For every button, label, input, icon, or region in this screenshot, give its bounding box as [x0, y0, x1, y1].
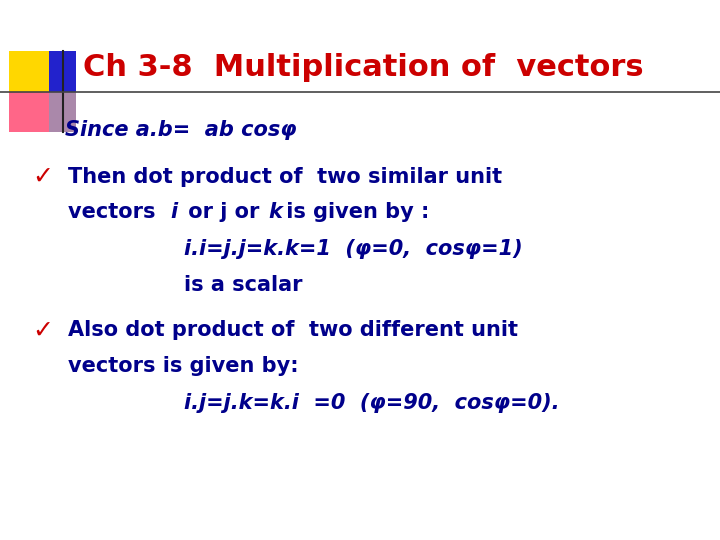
Text: is a scalar: is a scalar	[184, 274, 302, 295]
Text: is given by :: is given by :	[279, 201, 430, 222]
Text: or j or: or j or	[181, 201, 267, 222]
Text: Then dot product of  two similar unit: Then dot product of two similar unit	[68, 167, 503, 187]
Bar	[49, 51, 76, 92]
Text: ✓: ✓	[32, 319, 53, 342]
Text: Since a.b=  ab cosφ: Since a.b= ab cosφ	[65, 119, 297, 140]
Text: vectors is given by:: vectors is given by:	[68, 355, 299, 376]
Text: ✓: ✓	[32, 165, 53, 189]
Text: i: i	[170, 201, 177, 222]
Bar	[49, 92, 76, 132]
Bar	[9, 51, 50, 92]
Text: i.j=j.k=k.i  =0  (φ=90,  cosφ=0).: i.j=j.k=k.i =0 (φ=90, cosφ=0).	[184, 393, 559, 414]
Text: vectors: vectors	[68, 201, 163, 222]
Text: Also dot product of  two different unit: Also dot product of two different unit	[68, 320, 518, 341]
Text: Ch 3-8  Multiplication of  vectors: Ch 3-8 Multiplication of vectors	[83, 53, 644, 82]
Text: i.i=j.j=k.k=1  (φ=0,  cosφ=1): i.i=j.j=k.k=1 (φ=0, cosφ=1)	[184, 239, 522, 260]
Bar	[9, 92, 50, 132]
Text: k: k	[269, 201, 282, 222]
